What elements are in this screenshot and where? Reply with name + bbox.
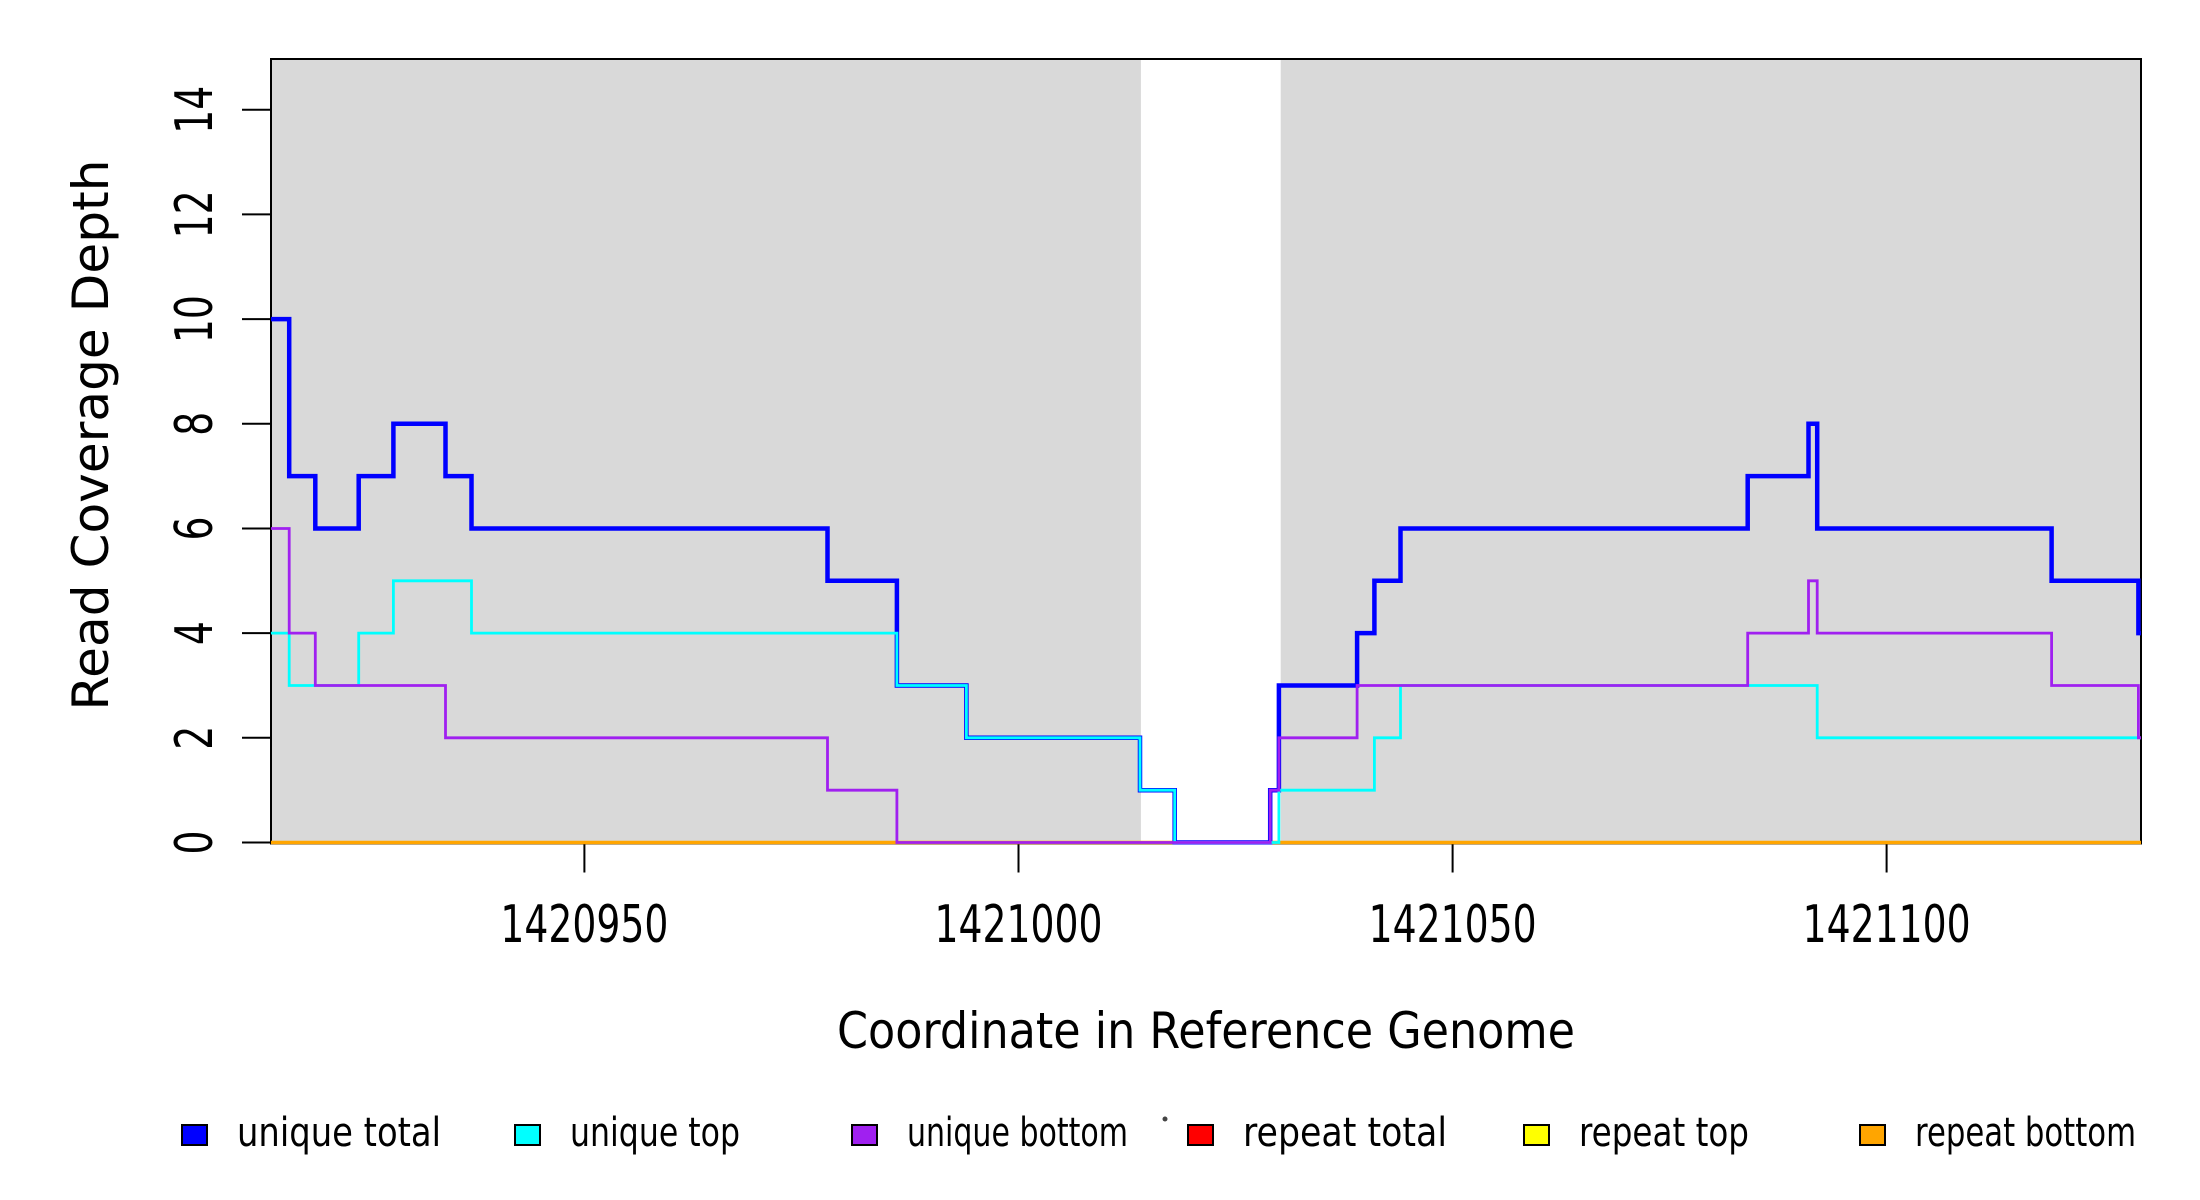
x-tick-label: 1421000 [935, 895, 1103, 955]
y-tick-label: 6 [165, 517, 225, 541]
legend-label-unique-total: unique total [237, 1110, 441, 1156]
series-line-unique-top [271, 579, 2141, 844]
legend-label-unique-bottom: unique bottom [907, 1110, 1128, 1156]
y-tick-label: 14 [165, 86, 225, 134]
y-tick-label: 8 [165, 412, 225, 436]
y-tick-label: 0 [165, 831, 225, 855]
legend-swatch-repeat-top [1523, 1124, 1550, 1146]
y-tick-label: 2 [165, 726, 225, 750]
legend-swatch-repeat-total [1187, 1124, 1214, 1146]
stray-dot [1162, 1116, 1168, 1122]
y-tick-label: 4 [165, 621, 225, 645]
series-line-unique-bottom [271, 527, 2141, 844]
legend-label-repeat-top: repeat top [1579, 1110, 1749, 1156]
shaded-region-1 [271, 60, 1141, 843]
shaded-region-2 [1280, 60, 2141, 843]
legend-swatch-unique-bottom [851, 1124, 878, 1146]
y-axis-title: Read Coverage Depth [62, 160, 120, 711]
legend-label-repeat-bottom: repeat bottom [1915, 1110, 2136, 1156]
y-tick-label: 10 [165, 295, 225, 343]
legend-swatch-unique-total [181, 1124, 208, 1146]
legend-label-repeat-total: repeat total [1243, 1110, 1447, 1156]
legend-swatch-repeat-bottom [1859, 1124, 1886, 1146]
x-tick-label: 1420950 [500, 895, 668, 955]
x-tick-label: 1421050 [1369, 895, 1537, 955]
y-tick-label: 12 [165, 190, 225, 238]
legend-swatch-unique-top [514, 1124, 541, 1146]
legend-label-unique-top: unique top [570, 1110, 740, 1156]
x-tick-label: 1421100 [1803, 895, 1971, 955]
x-axis-title: Coordinate in Reference Genome [837, 1002, 1575, 1060]
